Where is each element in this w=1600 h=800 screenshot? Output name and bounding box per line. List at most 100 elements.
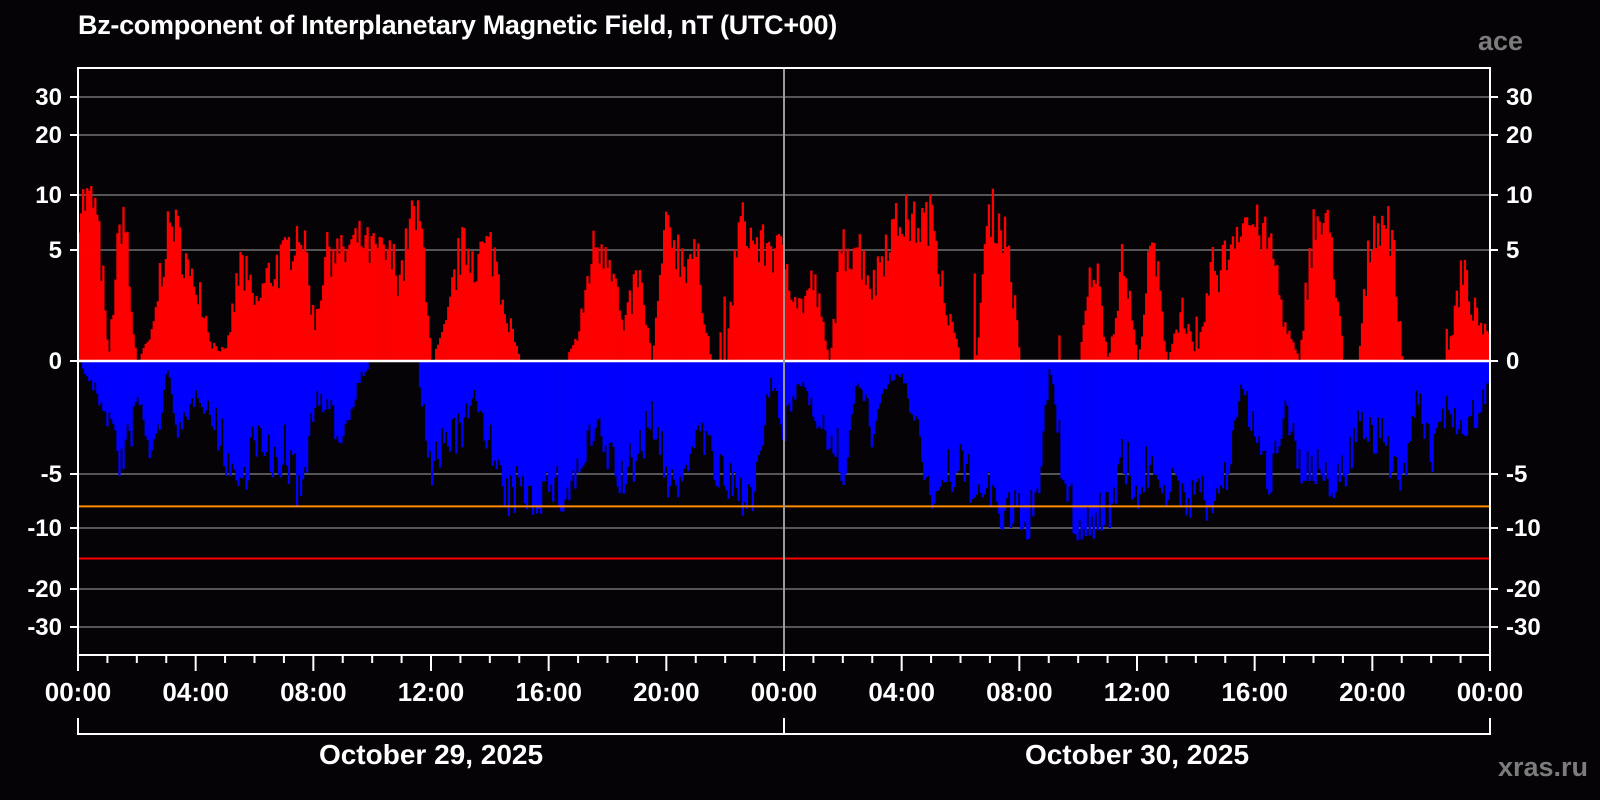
negative-bar [1086,361,1089,506]
positive-bar [428,337,432,361]
positive-bar [384,260,387,361]
positive-bar [168,222,172,361]
positive-bar [1169,351,1172,361]
positive-bar [108,351,111,361]
positive-bar [473,282,476,361]
negative-bar [1068,361,1071,487]
negative-bar [152,361,155,440]
x-tick-label: 20:00 [633,677,700,707]
x-tick-label: 00:00 [751,677,818,707]
positive-bar [779,236,783,361]
negative-bar [1050,361,1053,375]
positive-bar [1118,272,1122,361]
positive-bar [1116,310,1120,361]
negative-bar [529,361,533,486]
positive-bar [1385,228,1388,361]
positive-bar [909,240,912,361]
positive-bar [422,247,426,361]
positive-bar [1005,247,1009,361]
positive-bar [376,247,379,361]
negative-bar [1076,361,1079,541]
negative-bar [925,361,928,478]
positive-bar [1370,249,1374,361]
positive-bar [1397,321,1400,361]
positive-bar [305,252,309,361]
positive-bar [320,300,323,361]
negative-bar [1379,361,1382,439]
negative-bar [320,361,323,394]
y-tick-label-right: 5 [1506,237,1519,264]
positive-bar [158,263,162,361]
negative-bar [362,361,365,376]
positive-bar [1183,328,1186,361]
positive-bar [118,224,121,361]
negative-bar [1336,361,1340,465]
positive-bar [1013,295,1017,361]
positive-bar [757,262,761,361]
positive-bar [751,240,755,361]
y-tick-label-left: -5 [41,461,62,488]
negative-bar [160,361,164,413]
positive-bar [267,262,270,361]
positive-bar [973,273,976,361]
positive-bar [253,304,256,361]
positive-bar [1090,287,1093,361]
negative-bar [685,361,688,465]
negative-bar [580,361,583,469]
positive-bar [330,276,333,361]
negative-bar [810,361,813,399]
negative-bar [739,361,742,478]
positive-bar [664,211,668,361]
positive-bar [586,276,589,361]
positive-bar [788,290,791,361]
positive-bar [368,263,371,361]
negative-bar [138,361,141,406]
positive-bar [975,355,978,361]
negative-bar [443,361,446,443]
negative-bar [1175,361,1178,476]
positive-bar [124,232,127,361]
positive-bar [453,269,456,361]
positive-bar [410,200,414,361]
negative-bar [1354,361,1358,443]
positive-bar [786,263,789,361]
negative-bar [834,361,837,457]
positive-bar [777,234,781,361]
negative-bar [1467,361,1471,417]
y-tick-label-right: 10 [1506,182,1533,209]
negative-bar [128,361,131,431]
negative-bar [467,361,470,419]
negative-bar [1366,361,1370,442]
positive-bar [1086,296,1089,361]
negative-bar [134,361,137,403]
positive-bar [223,348,226,361]
negative-bar [481,361,484,413]
positive-bar [1383,225,1386,361]
negative-bar [1308,361,1311,481]
negative-bar [197,361,200,399]
positive-bar [915,242,918,361]
negative-bar [560,361,563,512]
negative-bar [1217,361,1221,494]
overlay-lines [77,67,1491,656]
negative-bar [892,361,896,380]
negative-bar [535,361,539,514]
positive-bar [1270,233,1273,361]
negative-bar [261,361,264,452]
positive-bar [584,289,587,361]
negative-bar [836,361,839,429]
positive-bar [1245,217,1249,361]
negative-bar [1360,361,1364,412]
negative-bar [638,361,642,430]
positive-bar [275,254,278,361]
positive-bar [128,286,131,361]
positive-bar [100,280,103,361]
negative-bar [249,361,252,438]
negative-bar [628,361,631,444]
positive-bar [154,307,157,361]
positive-bar [911,213,914,361]
positive-bar [743,221,746,361]
positive-bar [866,275,870,361]
positive-bar [755,237,759,361]
positive-bar [576,340,579,361]
